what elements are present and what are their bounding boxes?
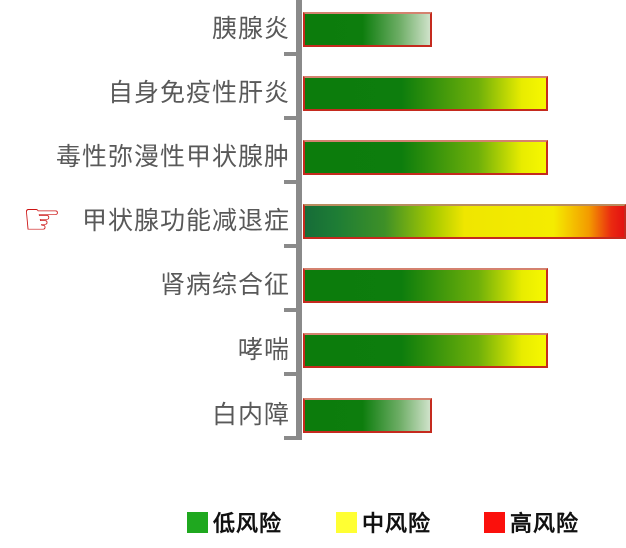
category-label-5: 肾病综合征 [159, 271, 290, 299]
risk-bar-6-medium [303, 333, 548, 368]
axis-tick-3 [284, 180, 297, 184]
risk-bar-3-medium [303, 140, 548, 175]
risk-bar-4-high [303, 204, 626, 239]
category-label-2: 自身免疫性肝炎 [107, 79, 290, 107]
legend-swatch-3 [484, 511, 505, 533]
risk-bar-2-medium [303, 76, 548, 111]
category-label-6: 哮喘 [237, 336, 290, 364]
category-label-1: 胰腺炎 [211, 15, 290, 43]
axis-tick-6 [284, 372, 297, 376]
category-label-4: 甲状腺功能减退症 [81, 207, 290, 235]
axis-tick-4 [284, 244, 297, 248]
risk-bar-7-low [303, 398, 432, 433]
category-label-3: 毒性弥漫性甲状腺肿 [55, 143, 290, 171]
axis-tick-2 [284, 116, 297, 120]
risk-bar-5-medium [303, 268, 548, 303]
risk-bar-1-low [303, 12, 432, 47]
category-axis-line [296, 0, 302, 440]
legend-item-1: 低风险 [187, 506, 282, 538]
legend-swatch-1 [187, 511, 208, 533]
legend-label-3: 高风险 [510, 511, 580, 536]
axis-tick-7 [284, 436, 297, 440]
axis-tick-1 [284, 52, 297, 56]
category-label-7: 白内障 [211, 401, 290, 429]
legend-label-1: 低风险 [213, 511, 283, 536]
legend-label-2: 中风险 [362, 511, 432, 536]
legend-swatch-2 [336, 511, 357, 533]
legend-item-2: 中风险 [336, 506, 431, 538]
legend-item-3: 高风险 [484, 506, 579, 538]
axis-tick-5 [284, 308, 297, 312]
hand-pointing-right-icon: ☞ [22, 195, 62, 244]
